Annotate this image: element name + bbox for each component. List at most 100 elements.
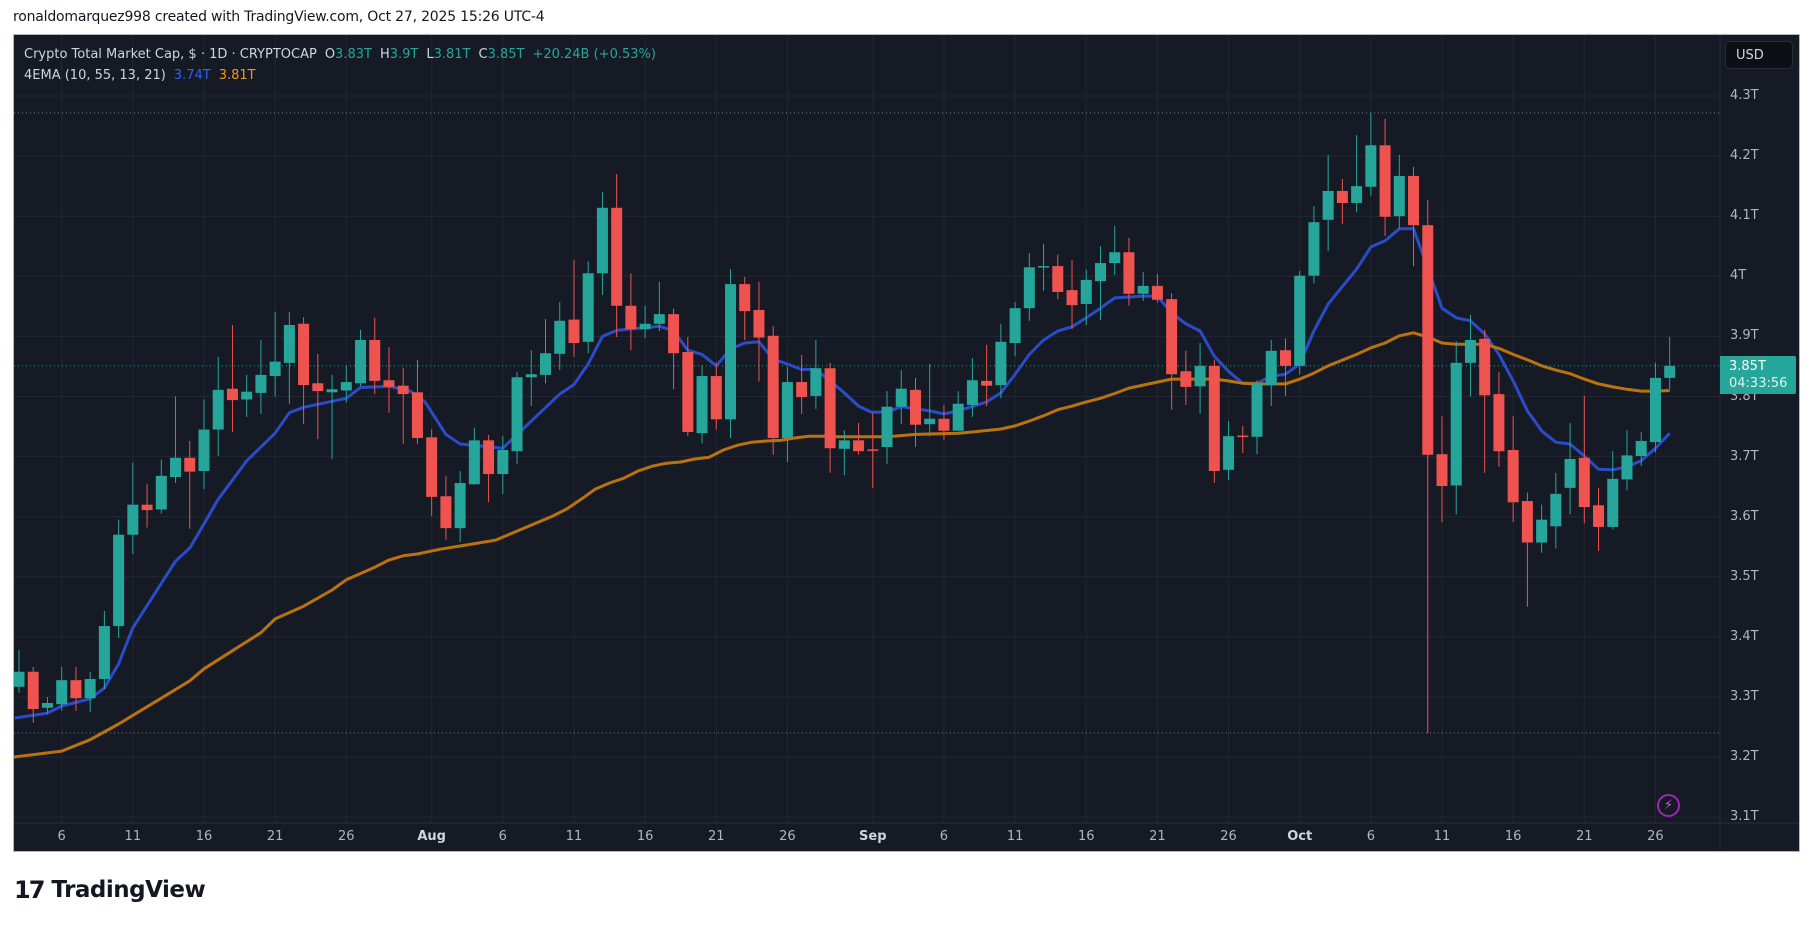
candle: [1237, 425, 1249, 453]
time-tick-label: 21: [1149, 829, 1166, 844]
currency-button[interactable]: USD: [1725, 41, 1793, 69]
time-tick-label: 21: [707, 829, 725, 844]
candle: [198, 399, 210, 490]
tradingview-mark-icon: 17: [14, 876, 45, 904]
price-tick-label: 4T: [1730, 268, 1747, 284]
indicator-legend-row: 4EMA (10, 55, 13, 21) 3.74T 3.81T: [24, 65, 656, 86]
ohlc-legend-row: Crypto Total Market Cap, $ · 1D · CRYPTO…: [24, 44, 656, 65]
change-value: +20.24B (+0.53%): [532, 47, 656, 62]
candle: [1479, 329, 1491, 473]
price-tick-label: 4.1T: [1730, 208, 1759, 224]
price-chart-canvas[interactable]: [14, 35, 1800, 852]
candle: [981, 344, 993, 407]
candle: [454, 471, 466, 542]
ema-fast-value: 3.74T: [173, 68, 211, 83]
candle: [796, 355, 808, 414]
candle: [1180, 350, 1192, 405]
candle: [781, 367, 793, 463]
price-tick-label: 3.5T: [1730, 568, 1759, 584]
candle: [1536, 504, 1548, 553]
candle: [995, 323, 1007, 399]
tradingview-logo: 17 TradingView: [14, 876, 206, 904]
candle: [1493, 371, 1505, 467]
bar-countdown: 04:33:56: [1729, 376, 1788, 391]
candle: [625, 273, 637, 351]
price-tick-label: 3.4T: [1730, 628, 1759, 644]
high-value: 3.9T: [389, 47, 419, 62]
chart-panel[interactable]: Crypto Total Market Cap, $ · 1D · CRYPTO…: [13, 34, 1800, 852]
candle: [1279, 338, 1291, 396]
candle: [241, 374, 253, 417]
indicator-title[interactable]: 4EMA (10, 55, 13, 21): [24, 68, 166, 83]
candle: [568, 260, 580, 357]
time-tick-label: 26: [1647, 829, 1664, 844]
time-tick-label: 11: [124, 829, 142, 844]
candle: [1208, 359, 1220, 484]
candle: [1649, 362, 1661, 453]
candle: [582, 261, 594, 354]
chart-credit: ronaldomarquez998 created with TradingVi…: [13, 9, 545, 25]
candle: [340, 365, 352, 403]
price-tick-label: 3.3T: [1730, 689, 1759, 704]
price-tick-label: 3.2T: [1730, 749, 1759, 765]
candle: [554, 302, 566, 371]
candle: [1422, 199, 1434, 734]
candle: [710, 362, 722, 430]
candle: [1351, 135, 1363, 212]
candle: [1464, 314, 1476, 397]
candle: [14, 650, 25, 693]
candle: [1265, 340, 1277, 407]
chart-legend: Crypto Total Market Cap, $ · 1D · CRYPTO…: [24, 44, 656, 86]
candle: [41, 697, 53, 714]
candle: [1294, 270, 1306, 375]
candle: [170, 396, 182, 484]
candle: [1052, 254, 1064, 300]
candle: [639, 305, 651, 339]
candle: [938, 404, 950, 440]
time-tick-label: 6: [57, 829, 66, 844]
time-tick-label: Oct: [1287, 829, 1313, 844]
candle: [653, 281, 665, 331]
candle: [440, 475, 452, 541]
candle: [1607, 451, 1619, 530]
open-label: O: [324, 47, 336, 62]
candle: [739, 276, 751, 341]
candle: [1038, 243, 1050, 291]
candle: [56, 666, 68, 711]
candle: [810, 340, 822, 410]
candle: [70, 666, 82, 711]
candle: [1450, 341, 1462, 515]
candle: [1365, 112, 1377, 196]
price-tick-label: 3.7T: [1730, 448, 1759, 464]
candle: [909, 377, 921, 447]
candle: [682, 337, 694, 437]
candle: [1123, 237, 1135, 306]
time-tick-label: 11: [1006, 829, 1024, 844]
candle: [753, 281, 765, 382]
candle: [141, 483, 153, 528]
candle: [497, 436, 509, 494]
low-value: 3.81T: [433, 47, 471, 62]
candle: [1308, 205, 1320, 284]
time-tick-label: 26: [779, 829, 796, 844]
candle: [127, 462, 139, 554]
time-tick-label: 21: [1576, 829, 1593, 844]
time-tick-label: 21: [266, 829, 284, 844]
candle: [269, 311, 281, 397]
price-tick-label: 3.6T: [1730, 508, 1759, 524]
time-tick-label: 26: [1220, 829, 1237, 844]
candle: [895, 370, 907, 425]
candle: [1507, 416, 1519, 523]
symbol-title[interactable]: Crypto Total Market Cap, $ · 1D · CRYPTO…: [24, 47, 317, 62]
candle: [326, 374, 338, 460]
candle: [611, 174, 623, 338]
tradingview-wordmark: TradingView: [51, 877, 206, 903]
low-label: L: [426, 47, 434, 62]
candle: [1336, 178, 1348, 225]
candle: [1009, 302, 1021, 357]
candle: [84, 671, 96, 713]
candle: [483, 434, 495, 503]
high-label: H: [379, 47, 390, 62]
lightning-icon[interactable]: ⚡︎: [1657, 794, 1680, 817]
time-tick-label: 16: [1504, 829, 1522, 844]
